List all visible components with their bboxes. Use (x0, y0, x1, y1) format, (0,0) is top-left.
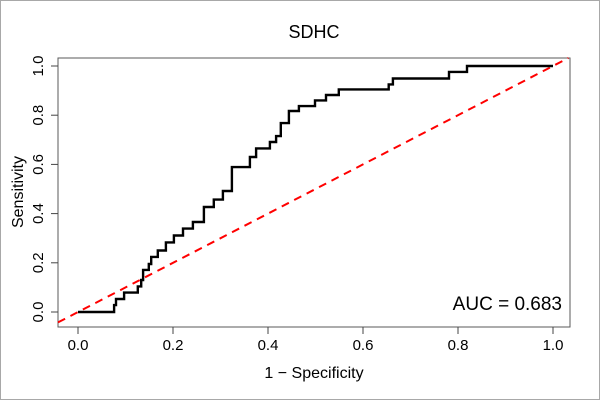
y-tick-label: 0.4 (30, 203, 47, 224)
x-tick-label: 0.6 (353, 337, 374, 354)
y-tick-label: 0.2 (30, 252, 47, 273)
diagonal-reference-line (57, 57, 569, 324)
y-tick-label: 0.8 (30, 105, 47, 126)
y-tick-label: 0.0 (30, 302, 47, 323)
auc-annotation: AUC = 0.683 (452, 294, 562, 315)
x-tick-label: 0.2 (163, 337, 184, 354)
x-tick-label: 0.0 (68, 337, 89, 354)
roc-curve-line (78, 64, 553, 314)
y-tick-label: 1.0 (30, 56, 47, 77)
x-tick-label: 0.8 (448, 337, 469, 354)
x-tick-label: 0.4 (258, 337, 279, 354)
y-axis-label: Sensitivity (10, 155, 27, 229)
x-axis-label: 1 − Specificity (264, 365, 364, 382)
plot-box (57, 57, 571, 328)
x-tick-label: 1.0 (543, 337, 564, 354)
chart-title: SDHC (288, 22, 340, 42)
y-tick-label: 0.6 (30, 154, 47, 175)
